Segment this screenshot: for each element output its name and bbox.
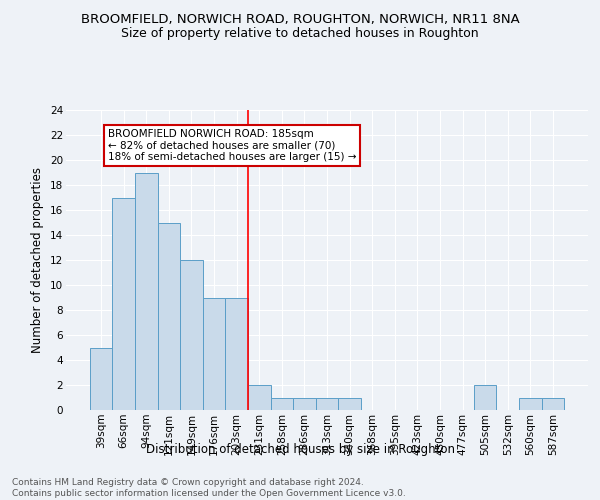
Bar — [474, 385, 496, 410]
Bar — [135, 172, 158, 410]
Bar — [316, 398, 338, 410]
Bar — [519, 398, 542, 410]
Y-axis label: Number of detached properties: Number of detached properties — [31, 167, 44, 353]
Bar — [248, 385, 271, 410]
Bar — [226, 298, 248, 410]
Bar — [271, 398, 293, 410]
Bar — [90, 348, 112, 410]
Bar — [203, 298, 226, 410]
Bar — [338, 398, 361, 410]
Text: BROOMFIELD NORWICH ROAD: 185sqm
← 82% of detached houses are smaller (70)
18% of: BROOMFIELD NORWICH ROAD: 185sqm ← 82% of… — [108, 128, 356, 162]
Text: Contains HM Land Registry data © Crown copyright and database right 2024.
Contai: Contains HM Land Registry data © Crown c… — [12, 478, 406, 498]
Text: Size of property relative to detached houses in Roughton: Size of property relative to detached ho… — [121, 28, 479, 40]
Bar — [293, 398, 316, 410]
Text: BROOMFIELD, NORWICH ROAD, ROUGHTON, NORWICH, NR11 8NA: BROOMFIELD, NORWICH ROAD, ROUGHTON, NORW… — [80, 12, 520, 26]
Bar — [180, 260, 203, 410]
Bar — [542, 398, 564, 410]
Text: Distribution of detached houses by size in Roughton: Distribution of detached houses by size … — [146, 442, 455, 456]
Bar — [158, 222, 180, 410]
Bar — [112, 198, 135, 410]
